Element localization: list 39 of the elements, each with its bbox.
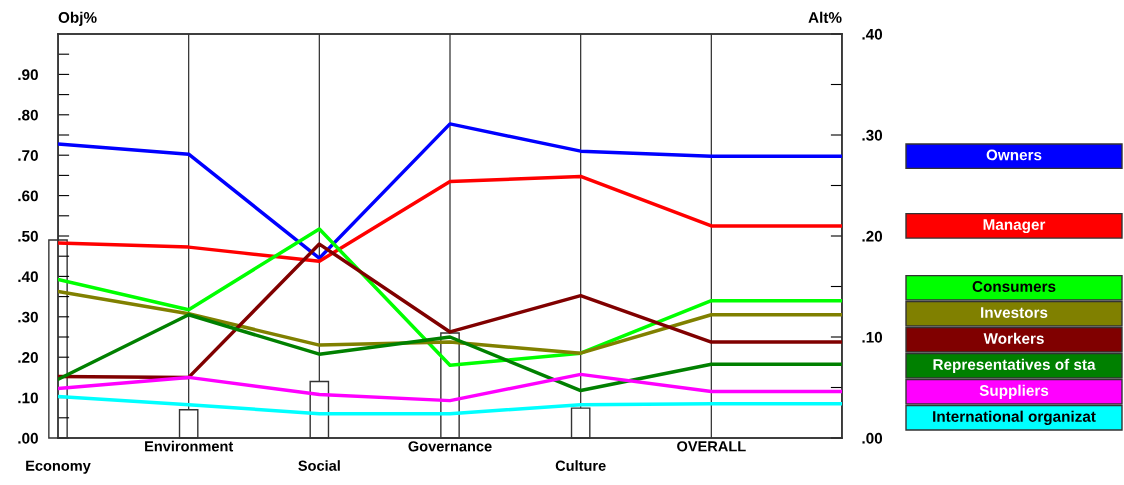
y-tick-label: .40 [18,271,38,283]
line-series [58,289,842,355]
text: Suppliers [979,384,1049,399]
text: Owners [986,149,1042,161]
line-series [58,174,842,263]
x-tick-label: Economy [26,460,91,474]
y-tick-label: .30 [18,311,38,323]
text: Workers [983,332,1044,344]
y-axis-title: Obj% [58,11,97,26]
text: Manager [983,219,1046,234]
y2-tick-label: .20 [862,230,883,242]
y-tick-label: .70 [18,150,38,161]
x-tick-label: Culture [555,460,606,471]
y2-tick-label: .30 [862,129,883,141]
y-tick-label: .10 [18,392,38,404]
y-tick-label: .60 [18,190,38,202]
y2-tick-label: .40 [862,28,883,40]
text: International organizat [933,410,1096,425]
y-tick-label: .80 [18,109,38,121]
y-tick-label: .50 [18,230,38,242]
text: Representatives of sta [933,358,1096,373]
y2-axis-title: Alt% [808,11,842,23]
line-series [58,122,842,260]
text: Investors [981,307,1048,318]
line-series [58,313,842,393]
text: Consumers [972,281,1056,292]
line-series [58,227,842,368]
y2-tick-label: .10 [862,331,883,343]
line-series [58,372,842,403]
y-tick-label: .20 [18,352,38,363]
x-tick-label: Social [298,460,340,471]
x-tick-label: Environment [145,440,234,452]
x-tick-label: OVERALL [677,441,746,452]
x-tick-label: Governance [408,441,492,452]
y2-tick-label: .00 [862,432,883,444]
line-series [58,394,842,416]
y-tick-label: .90 [18,69,38,81]
line-series [58,242,842,380]
y-tick-label: .00 [18,432,38,444]
